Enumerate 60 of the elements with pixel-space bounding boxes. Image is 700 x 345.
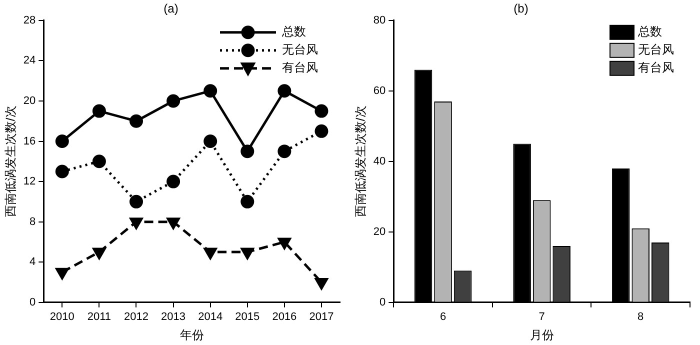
point — [166, 174, 180, 188]
legend-label: 总数 — [637, 24, 662, 39]
legend-label: 有台风 — [638, 60, 674, 75]
point — [314, 278, 328, 290]
point — [240, 194, 254, 208]
y-tick-label: 8 — [30, 216, 36, 228]
legend-label: 无台风 — [638, 42, 674, 57]
y-axis-title: 西南低涡发生次数/次 — [4, 106, 18, 218]
y-tick-label: 0 — [380, 296, 386, 308]
y-tick-label: 4 — [30, 256, 36, 268]
x-tick-label: 2017 — [309, 311, 334, 324]
y-tick-label: 60 — [373, 84, 386, 97]
x-tick-label: 2013 — [161, 311, 186, 324]
x-tick-label: 7 — [538, 311, 545, 324]
y-tick-label: 20 — [23, 95, 36, 108]
point — [314, 124, 328, 138]
x-tick-label: 6 — [440, 311, 446, 324]
legend-label: 有台风 — [282, 60, 318, 75]
x-tick-label: 8 — [638, 311, 644, 324]
point — [240, 144, 254, 158]
point — [278, 238, 292, 250]
point — [166, 94, 180, 108]
x-tick-label: 2016 — [272, 311, 297, 324]
point — [92, 104, 106, 118]
y-tick-label: 28 — [23, 14, 36, 26]
x-axis-title: 年份 — [180, 328, 204, 342]
point — [129, 218, 144, 230]
y-tick-label: 20 — [373, 226, 386, 238]
chart-title: (a) — [164, 2, 178, 16]
x-tick-label: 2012 — [124, 311, 148, 324]
x-axis-title: 月份 — [530, 328, 554, 342]
point — [166, 218, 180, 230]
y-axis-title: 西南低涡发生次数/次 — [354, 106, 368, 218]
y-tick-label: 16 — [23, 135, 36, 148]
point — [204, 134, 218, 148]
y-tick-label: 80 — [373, 14, 386, 26]
x-tick-label: 2015 — [235, 311, 260, 324]
point — [204, 248, 218, 260]
y-tick-label: 24 — [23, 54, 36, 67]
x-tick-label: 2014 — [198, 311, 223, 324]
point — [92, 154, 106, 168]
legend-label: 总数 — [281, 24, 306, 39]
point — [92, 248, 106, 260]
point — [55, 164, 69, 178]
x-tick-label: 2011 — [87, 311, 112, 324]
point — [204, 84, 218, 98]
point — [130, 114, 143, 128]
legend-label: 无台风 — [282, 42, 318, 57]
point — [278, 84, 292, 98]
point — [314, 104, 328, 118]
x-tick-label: 2010 — [50, 311, 74, 324]
point — [278, 144, 292, 158]
y-tick-label: 12 — [23, 176, 36, 188]
point — [130, 194, 143, 208]
point — [240, 248, 254, 260]
y-tick-label: 0 — [30, 296, 36, 308]
y-tick-label: 40 — [373, 155, 386, 168]
point — [55, 268, 69, 280]
point — [55, 134, 69, 148]
chart-title: (b) — [514, 2, 528, 16]
